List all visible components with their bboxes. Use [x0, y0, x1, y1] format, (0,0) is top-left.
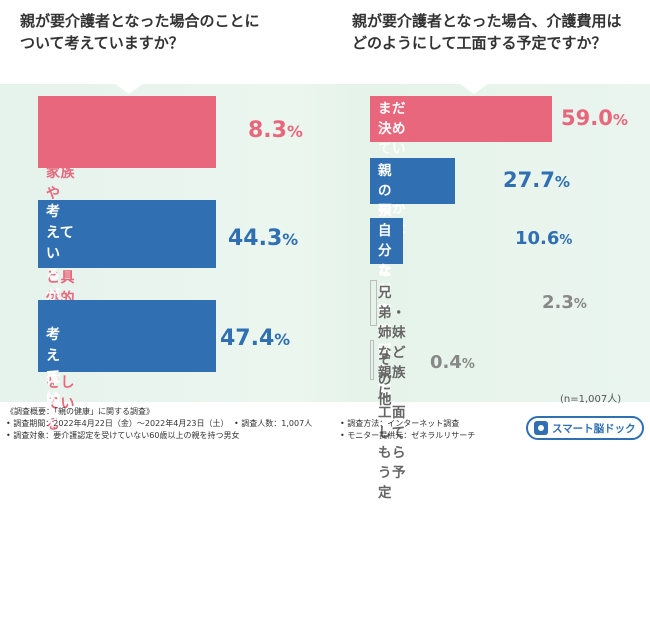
value-number: 44.3	[228, 226, 283, 251]
left-question-title: 親が要介護者となった場合のことに ついて考えていますか？	[20, 12, 260, 52]
value-number: 0.4	[430, 352, 462, 373]
value-unit: %	[612, 111, 628, 129]
value-number: 27.7	[503, 168, 555, 192]
value-unit: %	[286, 122, 303, 141]
right-question-title: 親が要介護者となった場合、介護費用は どのようにして工面する予定ですか？	[352, 12, 622, 52]
bar	[38, 300, 216, 372]
value-unit: %	[559, 233, 573, 248]
bar-category-label: 考えていない	[46, 327, 61, 448]
bar-value-label: 0.4%	[430, 352, 475, 373]
value-number: 47.4	[220, 326, 275, 351]
value-number: 59.0	[561, 106, 613, 130]
bar	[370, 340, 374, 380]
bar-value-label: 2.3%	[542, 292, 587, 313]
bar	[370, 158, 456, 204]
footnote-method: • 調査方法：インターネット調査	[340, 419, 460, 428]
brain-house-icon	[534, 421, 548, 435]
footnote-period: • 調査期間：2022年4月22日（金）〜2022年4月23日（土）	[6, 419, 229, 428]
value-unit: %	[461, 357, 475, 372]
bar-value-label: 10.6%	[515, 228, 572, 249]
footnote-provider: • モニター提供元：ゼネラルリサーチ	[340, 431, 476, 440]
header-background	[0, 0, 650, 84]
value-number: 2.3	[542, 292, 574, 313]
value-unit: %	[274, 330, 291, 349]
value-number: 8.3	[248, 118, 287, 143]
bar	[370, 280, 378, 326]
footnote-respondents: • 調査人数：1,007人	[234, 419, 313, 428]
footnote-target: • 調査対象：要介護認定を受けていない60歳以上の親を持つ男女	[6, 431, 240, 440]
bar-value-label: 8.3%	[248, 118, 303, 143]
bar-category-label: その他	[378, 352, 392, 408]
bar-value-label: 47.4%	[220, 326, 290, 351]
bar-value-label: 59.0%	[561, 106, 628, 130]
value-unit: %	[573, 297, 587, 312]
bar-value-label: 44.3%	[228, 226, 298, 251]
value-unit: %	[282, 230, 299, 249]
value-number: 10.6	[515, 228, 560, 249]
bar	[370, 218, 403, 264]
sample-size-note: (n=1,007人)	[560, 394, 622, 405]
left-title-pointer	[115, 84, 143, 94]
bar-value-label: 27.7%	[503, 168, 570, 192]
value-unit: %	[554, 173, 570, 191]
logo-text: スマート脳ドック	[552, 422, 636, 435]
bar	[38, 200, 216, 268]
footnote-heading: 《調査概要：「親の健康」に関する調査》	[6, 407, 154, 416]
bar	[370, 96, 552, 142]
bar	[38, 96, 216, 168]
right-title-pointer	[460, 84, 488, 94]
smart-brain-dock-logo: スマート脳ドック	[526, 416, 644, 440]
